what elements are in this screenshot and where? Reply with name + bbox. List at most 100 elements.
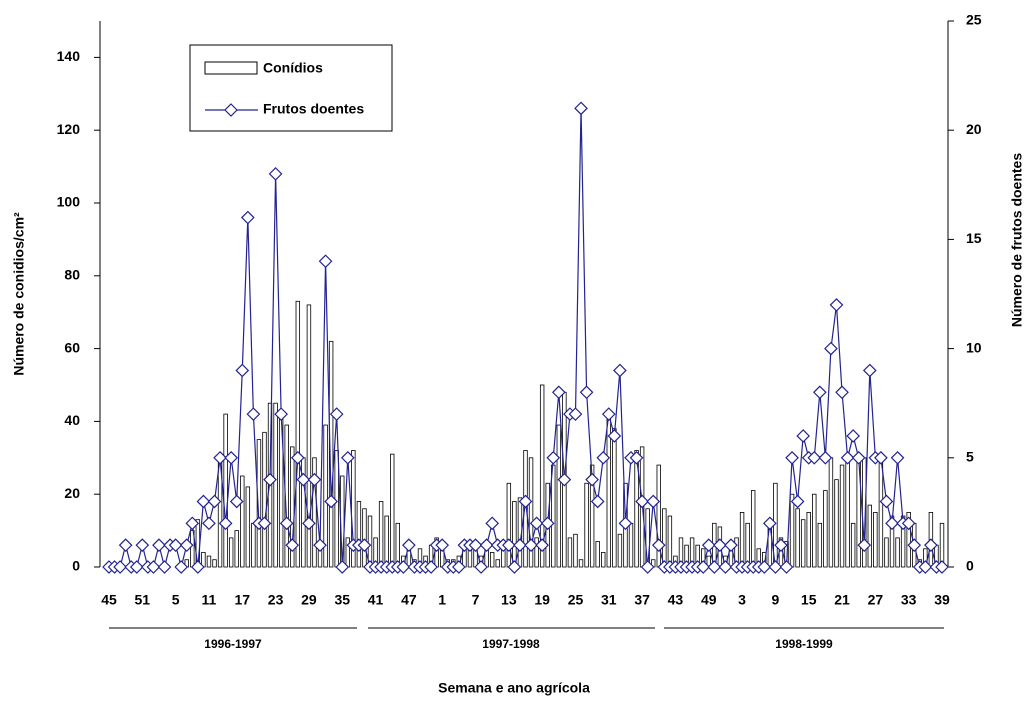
- marker: [235, 363, 250, 378]
- marker: [840, 450, 855, 465]
- x-tick-label: 43: [668, 592, 684, 608]
- marker: [707, 560, 722, 574]
- x-tick-label: 31: [601, 592, 617, 608]
- bar: [273, 402, 278, 568]
- bar: [495, 559, 500, 568]
- marker: [640, 560, 655, 574]
- bar: [739, 512, 745, 568]
- bar: [528, 457, 534, 568]
- marker: [529, 516, 544, 531]
- marker: [196, 494, 211, 509]
- bar: [878, 457, 884, 568]
- marker: [618, 516, 633, 531]
- marker: [318, 254, 333, 269]
- x-tick-label: 17: [234, 592, 250, 608]
- marker: [613, 363, 627, 378]
- marker: [585, 472, 599, 487]
- y2-tick-label: 5: [966, 449, 974, 465]
- bar: [884, 537, 889, 568]
- bar: [906, 512, 911, 568]
- marker: [218, 516, 233, 531]
- y-tick-label: 120: [57, 121, 81, 137]
- bar: [356, 501, 362, 568]
- marker: [651, 538, 666, 553]
- marker: [762, 516, 777, 531]
- marker: [701, 538, 716, 553]
- bar: [362, 508, 367, 568]
- x-tick-label: 33: [901, 592, 917, 608]
- marker: [607, 429, 622, 443]
- bar: [328, 340, 334, 568]
- marker: [540, 516, 555, 531]
- marker: [518, 494, 533, 509]
- bar: [845, 457, 850, 568]
- marker: [557, 472, 572, 487]
- marker: [818, 450, 833, 465]
- bar: [334, 450, 339, 568]
- marker: [296, 472, 311, 487]
- marker: [202, 516, 216, 531]
- marker: [796, 429, 811, 443]
- bar: [662, 508, 667, 568]
- marker: [774, 538, 788, 553]
- bar: [251, 522, 256, 568]
- marker: [302, 516, 316, 531]
- bar: [873, 512, 878, 568]
- y-tick-label: 80: [64, 267, 80, 283]
- bar: [789, 493, 795, 568]
- marker: [546, 450, 561, 465]
- x-tick-label: 51: [135, 592, 151, 608]
- marker: [635, 494, 649, 509]
- y-axis-title: Número de conidios/cm²: [11, 212, 27, 376]
- x-tick-label: 13: [501, 592, 517, 608]
- x-tick-label: 39: [934, 592, 950, 608]
- x-tick-label: 15: [801, 592, 817, 608]
- marker: [402, 538, 416, 553]
- bar: [523, 450, 528, 568]
- marker: [596, 450, 611, 465]
- marker: [590, 494, 605, 509]
- bar: [539, 384, 545, 568]
- bar: [889, 515, 895, 568]
- y2-axis-title: Número de frutos doentes: [1009, 153, 1025, 327]
- x-tick-label: 37: [634, 592, 650, 608]
- marker: [696, 560, 711, 574]
- marker: [240, 210, 255, 225]
- marker: [207, 494, 222, 509]
- marker: [268, 167, 283, 181]
- marker: [185, 516, 200, 531]
- marker: [113, 560, 127, 574]
- bar: [584, 482, 589, 568]
- bar: [240, 475, 245, 568]
- marker: [574, 101, 588, 116]
- marker: [179, 538, 194, 553]
- marker: [835, 385, 849, 400]
- x-tick-label: 21: [834, 592, 850, 608]
- marker: [790, 494, 805, 509]
- y2-tick-label: 15: [966, 230, 982, 246]
- y2-tick-label: 10: [966, 339, 982, 355]
- x-tick-label: 49: [701, 592, 717, 608]
- bar: [489, 552, 495, 568]
- bar: [512, 501, 517, 568]
- marker: [146, 560, 161, 574]
- marker: [646, 494, 661, 509]
- marker: [435, 538, 450, 553]
- marker: [829, 298, 844, 312]
- marker: [452, 560, 466, 574]
- bar: [828, 457, 834, 568]
- y-tick-label: 40: [64, 412, 80, 428]
- bar: [234, 530, 239, 568]
- marker: [474, 560, 488, 574]
- x-tick-label: 41: [368, 592, 384, 608]
- y-tick-label: 100: [57, 194, 81, 210]
- bar: [823, 490, 828, 568]
- bar: [295, 300, 301, 568]
- marker: [718, 560, 733, 574]
- marker: [324, 494, 338, 509]
- marker: [724, 538, 738, 553]
- bar: [667, 515, 673, 568]
- bar: [534, 537, 539, 568]
- marker: [329, 407, 344, 421]
- marker: [257, 516, 272, 531]
